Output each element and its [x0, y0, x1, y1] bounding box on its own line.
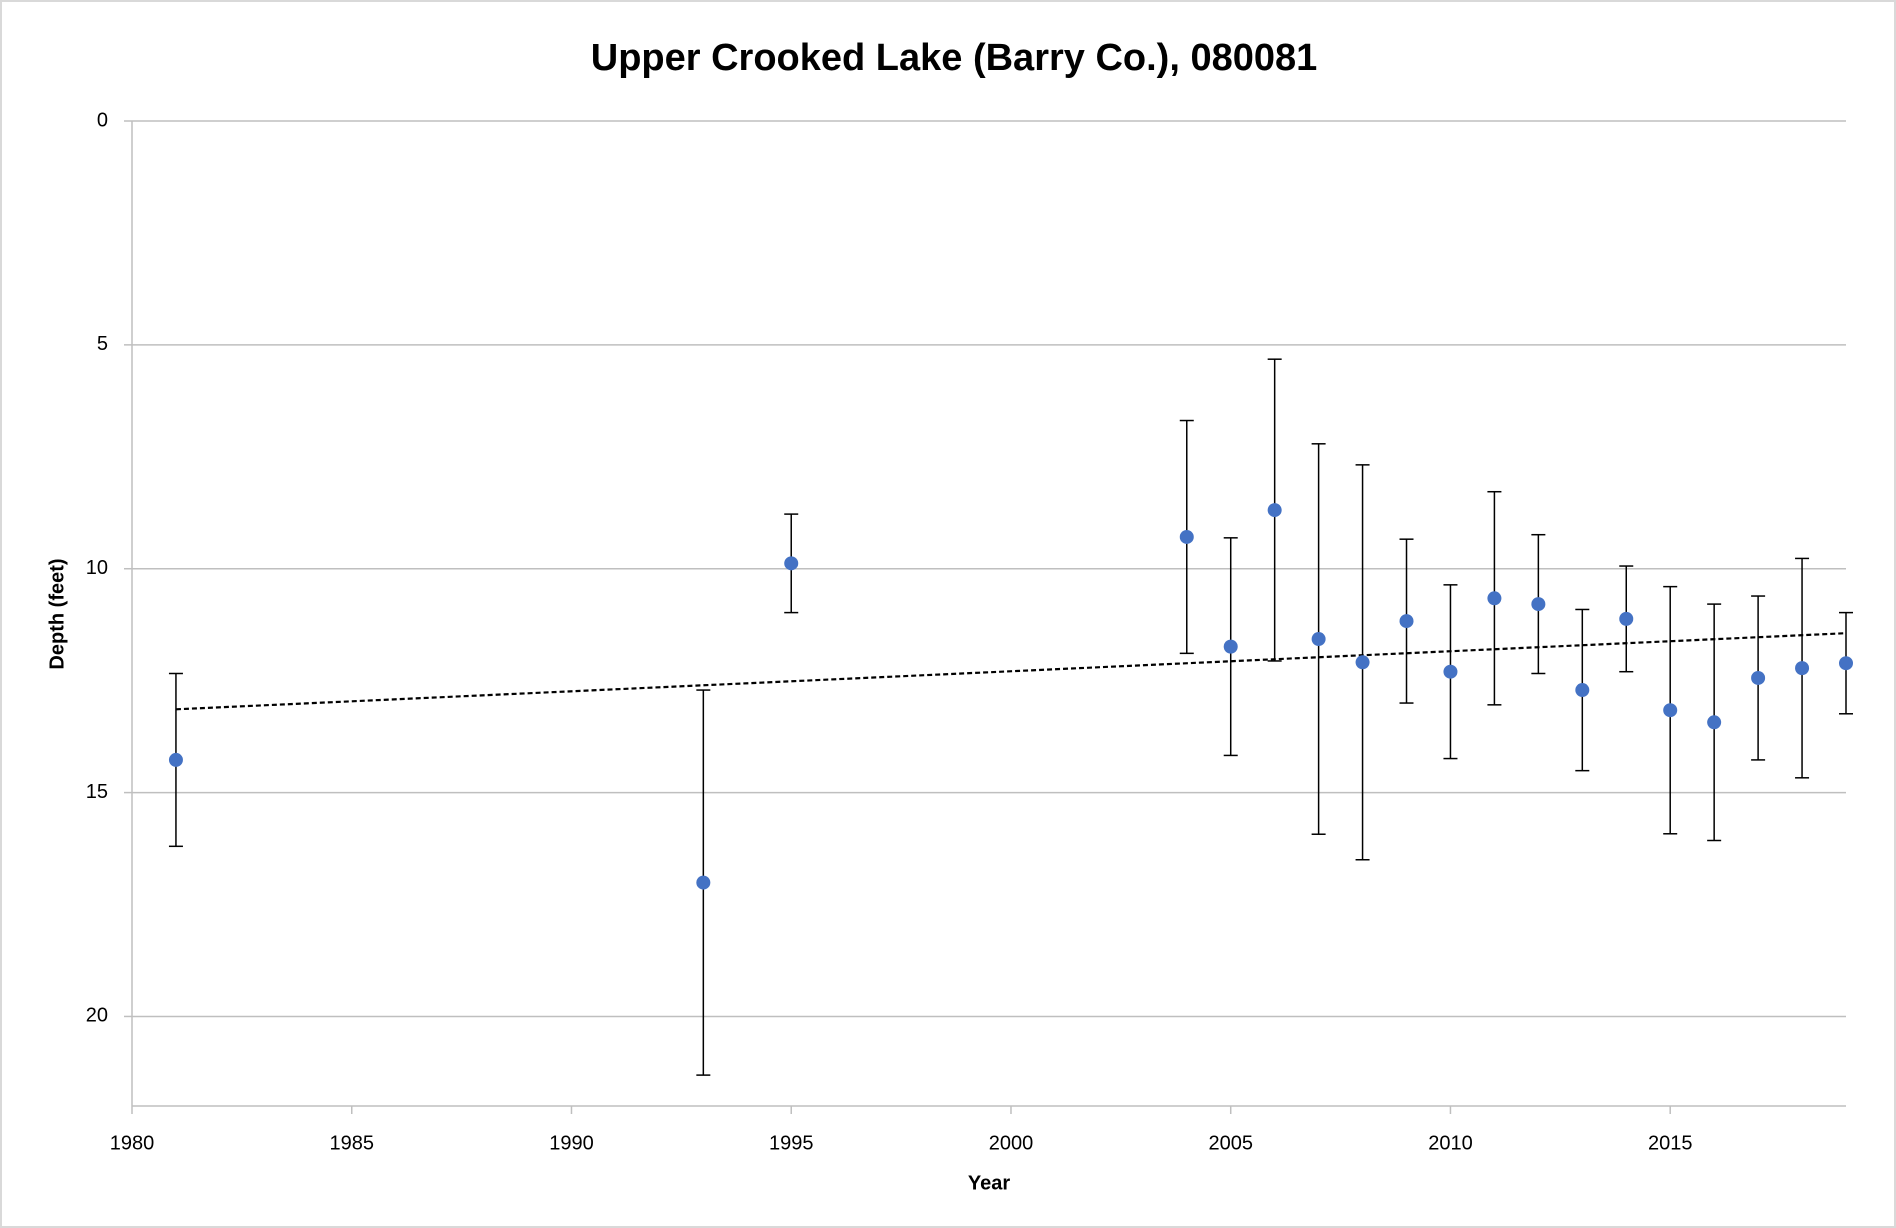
data-point: [1223, 639, 1238, 654]
data-point: [1267, 503, 1282, 518]
data-point: [1311, 632, 1326, 647]
data-point: [784, 556, 799, 571]
x-tick-label: 1980: [110, 1132, 155, 1154]
x-tick-label: 2000: [989, 1132, 1034, 1154]
data-point: [1663, 703, 1678, 718]
y-tick-label: 0: [97, 109, 108, 131]
y-tick-label: 5: [97, 333, 108, 355]
data-point: [1575, 683, 1590, 698]
y-tick-label: 20: [86, 1005, 108, 1027]
x-axis-title: Year: [968, 1172, 1010, 1194]
data-point: [1487, 591, 1502, 606]
data-point: [1839, 656, 1853, 671]
x-tick-label: 1995: [769, 1132, 814, 1154]
data-point: [1619, 611, 1634, 626]
trendline: [175, 632, 1847, 711]
data-point: [1179, 529, 1194, 544]
data-point: [1355, 655, 1370, 670]
x-tick-label: 2015: [1648, 1132, 1693, 1154]
data-point: [1795, 661, 1810, 676]
data-point: [1443, 664, 1458, 679]
data-point: [1707, 715, 1722, 730]
data-point: [168, 752, 183, 767]
data-point: [1751, 670, 1766, 685]
data-point: [1399, 614, 1414, 629]
x-tick-label: 1985: [329, 1132, 374, 1154]
y-tick-label: 10: [86, 557, 108, 579]
data-point: [696, 875, 711, 890]
x-tick-label: 1990: [549, 1132, 594, 1154]
x-tick-label: 2010: [1428, 1132, 1473, 1154]
y-tick-label: 15: [86, 781, 108, 803]
y-axis-title: Depth (feet): [46, 558, 68, 669]
x-tick-label: 2005: [1208, 1132, 1253, 1154]
data-point: [1531, 597, 1546, 612]
chart-title: Upper Crooked Lake (Barry Co.), 080081: [591, 37, 1318, 79]
